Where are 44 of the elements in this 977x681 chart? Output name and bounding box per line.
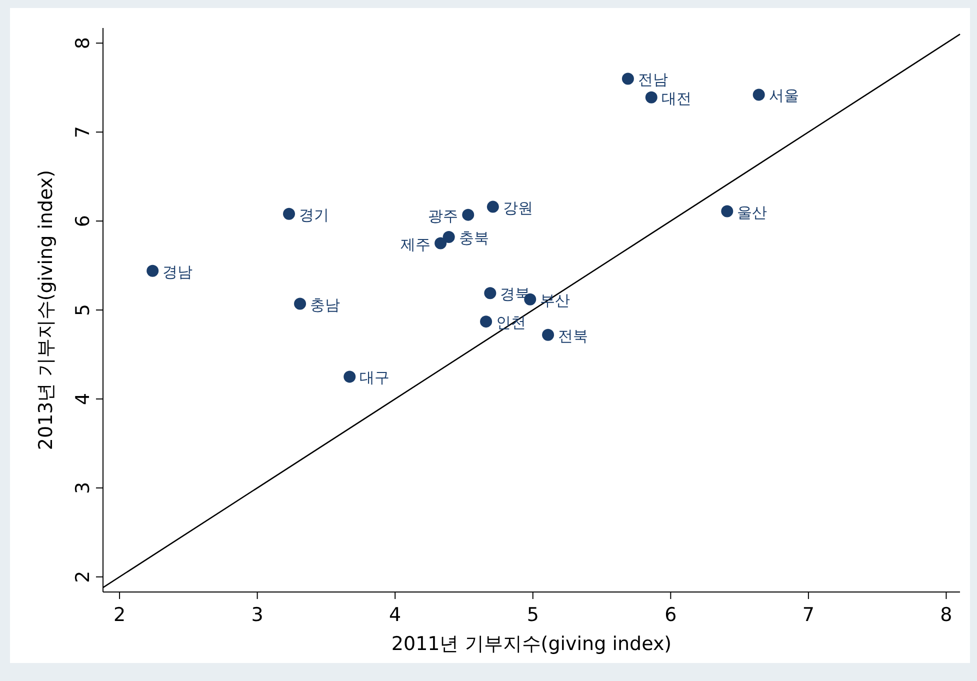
y-tick-label: 5 xyxy=(72,304,94,316)
annotation: 강원 xyxy=(502,198,533,217)
point xyxy=(462,208,474,221)
point xyxy=(484,287,496,300)
point xyxy=(442,231,455,244)
y-tick-label: 7 xyxy=(72,126,94,138)
point xyxy=(344,370,356,383)
y-tick-label: 3 xyxy=(72,482,94,494)
annotation: 전북 xyxy=(558,326,588,345)
y-tick-label: 8 xyxy=(72,37,94,50)
point xyxy=(480,316,492,328)
annotation: 광주 xyxy=(428,206,458,225)
x-tick-label: 5 xyxy=(526,604,539,626)
x-tick-label: 6 xyxy=(664,604,677,626)
point xyxy=(486,200,499,213)
y-tick-label: 6 xyxy=(72,214,94,228)
point xyxy=(721,205,734,218)
point xyxy=(294,298,306,310)
point xyxy=(645,91,658,104)
annotation: 대구 xyxy=(360,368,390,387)
point xyxy=(622,72,634,85)
x-tick-label: 2 xyxy=(113,604,126,626)
annotation: 전남 xyxy=(638,70,668,89)
x-tick-label: 4 xyxy=(389,604,402,626)
point xyxy=(542,328,554,341)
x-tick-label: 8 xyxy=(940,604,952,626)
x-tick-label: 7 xyxy=(802,604,814,626)
annotation: 충남 xyxy=(310,296,340,314)
x-axis-title: 2011년 기부지수(giving index) xyxy=(391,633,672,655)
annotation: 대전 xyxy=(661,89,692,108)
point xyxy=(434,237,447,250)
annotation: 경기 xyxy=(299,206,330,224)
x-tick-label: 3 xyxy=(251,604,264,626)
y-axis-title: 2013년 기부지수(giving index) xyxy=(35,170,57,450)
point xyxy=(752,88,765,101)
point xyxy=(283,208,296,220)
y-tick-label: 4 xyxy=(72,392,94,406)
point xyxy=(146,264,159,277)
annotation: 울산 xyxy=(737,203,768,222)
annotation: 제주 xyxy=(400,235,431,254)
y-tick-label: 2 xyxy=(72,570,94,583)
annotation: 서울 xyxy=(768,86,799,105)
annotation: 경남 xyxy=(162,262,193,281)
annotation: 충북 xyxy=(458,229,489,248)
